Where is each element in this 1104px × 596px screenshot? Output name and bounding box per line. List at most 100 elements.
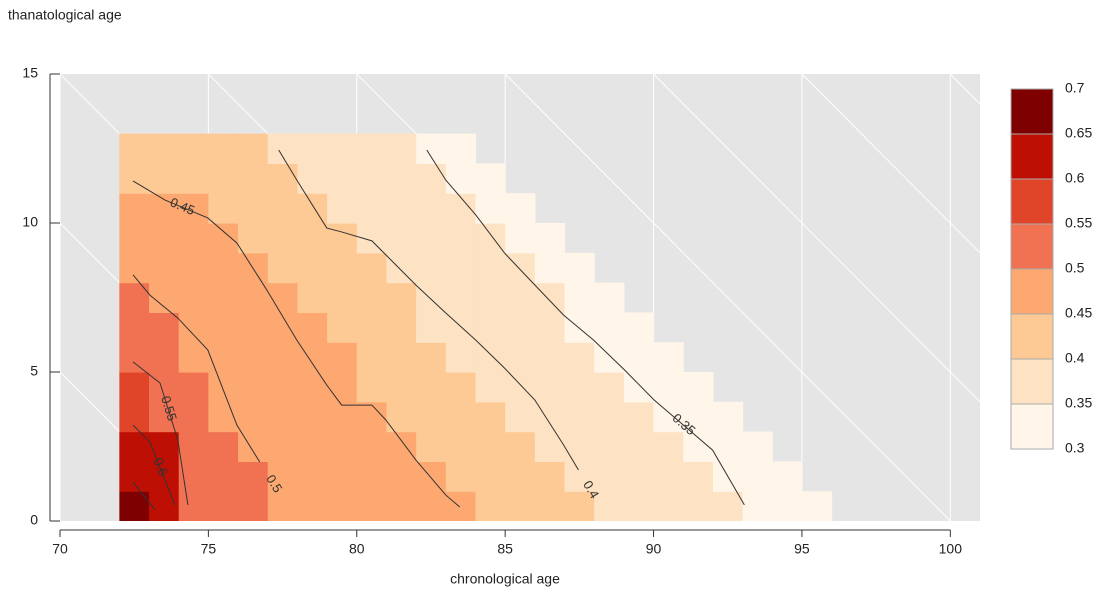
heat-cell [208,461,239,492]
heat-cell [683,401,714,433]
heat-cell [208,372,239,403]
heat-cell [623,491,655,521]
heat-cell [208,193,239,224]
heat-cell [475,491,506,521]
contour-line [132,274,261,463]
heat-cell [475,312,506,343]
x-tick-label: 95 [794,541,810,557]
diagonal-grid-line [801,74,980,254]
heat-cell [297,223,328,254]
heat-cell [119,282,150,313]
heat-cell [475,461,506,492]
heat-cell [178,133,209,164]
heat-cell [208,133,239,164]
heat-cell [534,372,566,403]
heat-cell [653,491,684,521]
heat-cell [208,252,239,284]
heat-cell [267,342,299,373]
heat-cell [356,372,388,403]
heat-cell [178,163,209,194]
x-tick-label: 90 [646,541,662,557]
heat-cell [356,282,388,313]
y-tick-label: 0 [30,512,38,528]
legend-swatch [1010,178,1054,225]
heat-cell [297,282,328,313]
heat-cell [386,372,417,403]
heat-cell [594,342,625,373]
heat-cell [505,312,536,343]
heat-cell [149,163,180,194]
heat-cell [119,163,150,194]
heat-cell [475,252,506,284]
heat-cell [653,372,684,403]
heat-cell [238,312,269,343]
heat-cell [623,372,655,403]
heat-cell [297,252,328,284]
heat-cell [297,133,328,164]
heat-cell [623,401,655,433]
heat-cell [416,193,447,224]
x-tick-label: 75 [201,541,217,557]
heat-cell [416,133,447,164]
heat-cell [653,342,684,373]
heat-cell [445,401,477,433]
heat-cell [416,491,447,521]
heat-cell [356,252,388,284]
heat-cell [416,431,447,462]
heat-cell [149,193,180,224]
heat-cell [416,401,447,433]
heat-cell [178,312,209,343]
chart-title: thanatological age [8,7,122,23]
legend-swatch [1010,268,1054,315]
heat-cell [178,491,209,521]
legend-label: 0.4 [1065,350,1085,366]
heat-cell [445,372,477,403]
heat-cell [445,431,477,462]
x-tick-label: 80 [349,541,365,557]
legend-label: 0.45 [1065,305,1092,321]
heat-cell [623,342,655,373]
x-tick-label: 85 [497,541,513,557]
contour-line [132,361,189,505]
heat-cell [445,461,477,492]
heat-cell [475,342,506,373]
heat-cell [594,282,625,313]
heat-cell [327,372,358,403]
heat-cell [772,491,803,521]
heat-cell [564,491,595,521]
heat-cell [505,491,536,521]
heat-cell [653,431,684,462]
heat-cell [149,133,180,164]
heat-cell [149,461,180,492]
heat-cell [594,401,625,433]
heat-cell [267,282,299,313]
heat-cell [534,461,566,492]
heat-cell [297,491,328,521]
heat-cell [386,431,417,462]
diagonal-grid-line [504,74,951,521]
heat-cell [356,401,388,433]
heat-cell [356,342,388,373]
heat-cell [742,461,773,492]
x-axis-label: chronological age [450,571,560,587]
heat-cell [742,431,773,462]
contour-line [132,481,156,511]
heat-cell [445,163,477,194]
contour-label: 0.55 [158,394,180,423]
heat-cell [564,401,595,433]
heat-cell [445,282,477,313]
contour-line [278,149,579,471]
heat-cell [445,342,477,373]
heat-cell [119,312,150,343]
legend-swatch [1010,133,1054,180]
heat-cell [386,193,417,224]
legend-label: 0.5 [1065,260,1085,276]
heat-cell [208,491,239,521]
heat-cell [238,163,269,194]
heat-cell [119,223,150,254]
y-tick-label: 10 [22,214,38,230]
heat-cell [119,133,150,164]
heat-cell [327,252,358,284]
heat-cell [238,461,269,492]
heat-cell [505,223,536,254]
